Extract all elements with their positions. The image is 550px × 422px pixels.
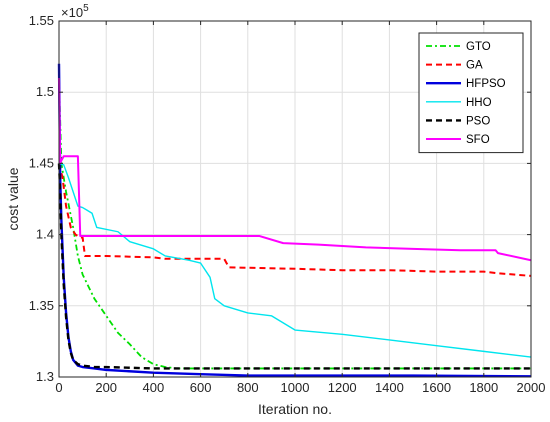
x-tick-label: 1200 [328,380,357,395]
x-tick-label: 1800 [469,380,498,395]
y-axis-label: cost value [5,167,21,230]
x-tick-label: 0 [55,380,62,395]
legend-label-gto: GTO [466,41,491,53]
legend-label-hho: HHO [466,97,492,109]
x-tick-labels: 0 200 400 600 800 1000 1200 1400 1600 1800 2000 [55,380,545,395]
series-line-gto [58,77,531,370]
series-line-pso [57,163,531,370]
x-tick-label: 400 [143,380,165,395]
x-tick-label: 2000 [517,380,546,395]
legend-label-hfpso: HFPSO [466,78,506,90]
x-tick-label: 1600 [422,380,451,395]
x-axis-label: Iteration no. [258,401,332,417]
y-tick-label: 1.4 [36,227,54,242]
y-tick-label: 1.3 [36,369,54,384]
series-line-sfo [58,77,532,262]
x-tick-label: 600 [190,380,212,395]
series-layer [57,63,532,378]
y-tick-label: 1.45 [29,155,54,170]
x-tick-label: 1400 [375,380,404,395]
x-tick-label: 200 [95,380,117,395]
series-line-ga [58,163,532,277]
tick-marks [58,20,532,378]
legend-box [418,32,524,154]
x-tick-label: 800 [237,380,259,395]
y-tick-labels: 1.3 1.35 1.4 1.45 1.5 1.55 [29,13,54,384]
y-tick-label: 1.35 [29,298,54,313]
legend-label-pso: PSO [466,115,490,127]
legend-label-ga: GA [466,60,483,72]
y-tick-label: 1.55 [29,13,54,28]
legend-label-sfo: SFO [466,134,490,146]
y-exponent-label: ×105 [61,3,89,20]
x-tick-label: 1000 [281,380,310,395]
y-tick-label: 1.5 [36,84,54,99]
legend: GTO GA HFPSO HHO PSO SFO [418,32,524,154]
